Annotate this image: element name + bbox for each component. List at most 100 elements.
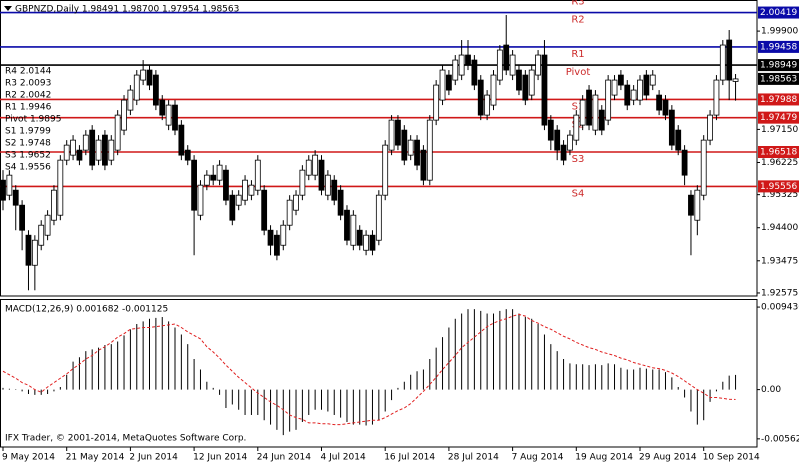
candle-body — [108, 139, 115, 161]
candle-body — [38, 224, 45, 246]
level-text: Pivot 1.9895 — [5, 115, 61, 125]
candle-body — [350, 214, 357, 246]
candle-body — [305, 159, 312, 176]
x-tick-label: 16 Jul 2014 — [384, 453, 435, 463]
level-price-box — [758, 180, 799, 193]
candle-body — [598, 109, 605, 131]
candle-body — [70, 139, 76, 156]
candle-body — [261, 189, 268, 231]
level-price-label: 1.96518 — [760, 148, 797, 158]
x-tick-label: 2 Jun 2014 — [129, 453, 178, 463]
y-tick-label: -0.005627 — [761, 434, 799, 444]
level-label: R2 — [571, 15, 584, 26]
candle-body — [414, 139, 420, 166]
candle-body — [700, 139, 707, 196]
candle-body — [586, 89, 592, 126]
level-price-box — [758, 93, 799, 106]
candle-body — [535, 54, 541, 76]
overlay: GBPNZD,Daily 1.98491 1.98700 1.97954 1.9… — [2, 5, 799, 463]
y-tick-label: 1.92575 — [761, 288, 798, 298]
main-panel — [0, 0, 758, 297]
candle-body — [121, 99, 127, 131]
candle-body — [496, 49, 503, 81]
x-tick-label: 4 Jul 2014 — [321, 453, 366, 463]
signal-line — [2, 313, 736, 426]
candle-body — [293, 194, 299, 211]
candle-body — [82, 134, 89, 151]
x-tick-label: 10 Sep 2014 — [703, 453, 760, 463]
level-price-label: 1.97479 — [760, 113, 797, 123]
candle-body — [433, 84, 440, 121]
y-tick-label: 1.93475 — [761, 256, 798, 266]
candle-body — [140, 69, 147, 81]
y-tick-label: 1.96225 — [761, 158, 798, 168]
candle-body — [503, 44, 510, 71]
candle-body — [713, 79, 720, 116]
candle-body — [89, 129, 96, 166]
candle-body — [324, 174, 331, 196]
candle-body — [560, 144, 567, 161]
x-tick-label: 21 May 2014 — [66, 453, 125, 463]
level-text: R4 2.0144 — [5, 67, 52, 77]
candle-body — [235, 194, 242, 206]
level-price-label: 1.97988 — [760, 95, 797, 105]
candle-body — [0, 179, 6, 201]
x-tick-label: 9 May 2014 — [2, 453, 55, 463]
candle-body — [465, 54, 471, 66]
candle-body — [522, 74, 529, 101]
candle-body — [382, 144, 389, 196]
candle-body — [420, 149, 427, 181]
level-price-label: 1.95556 — [760, 182, 797, 192]
level-label: S1 — [572, 101, 585, 112]
macd-panel — [0, 299, 758, 448]
candle-body — [331, 179, 338, 201]
x-tick-label: 12 Jun 2014 — [193, 453, 247, 463]
candle-body — [395, 119, 401, 146]
level-label: R1 — [571, 49, 584, 60]
candle-body — [242, 179, 248, 201]
candle-body — [471, 59, 478, 86]
candle-body — [216, 164, 223, 181]
candle-body — [337, 189, 344, 216]
candle-body — [637, 79, 643, 101]
candle-body — [197, 184, 204, 216]
candle-body — [477, 79, 484, 116]
candle-body — [656, 94, 663, 111]
candle-body — [31, 239, 38, 266]
candle-body — [114, 114, 121, 151]
candle-body — [25, 234, 32, 266]
candle-body — [57, 159, 64, 216]
candle-body — [611, 79, 618, 96]
candle-body — [662, 99, 669, 116]
candle-body — [649, 74, 656, 86]
candle-body — [688, 194, 694, 216]
level-price-label: 1.98949 — [760, 61, 797, 71]
candle-body — [6, 174, 13, 196]
level-label: Pivot — [566, 67, 591, 78]
level-text: S3 1.9652 — [5, 151, 51, 161]
candle-body — [624, 84, 631, 106]
level-price-box — [758, 59, 799, 72]
candle-body — [407, 139, 414, 156]
candle-body — [152, 74, 159, 106]
macd-title: MACD(12,26,9) 0.001682 -0.001125 — [5, 305, 168, 315]
candle-body — [12, 189, 19, 206]
level-text: R2 2.0042 — [5, 91, 51, 101]
level-text: R1 1.9946 — [5, 103, 52, 113]
candle-body — [554, 129, 561, 151]
candle-body — [426, 119, 433, 181]
candle-body — [172, 104, 178, 131]
candle-body — [375, 194, 382, 241]
candle-body — [254, 159, 261, 191]
candle-body — [719, 44, 726, 81]
candle-body — [516, 69, 522, 91]
candle-body — [19, 204, 26, 231]
candle-body — [592, 94, 599, 131]
main-plot: R3R2R1PivotS1S2S3S4 — [0, 0, 757, 291]
candle-body — [63, 144, 70, 161]
candle-body — [76, 149, 83, 161]
candle-body — [617, 74, 624, 86]
candle-body — [509, 54, 516, 76]
y-tick-label: 1.97150 — [761, 125, 798, 135]
level-price-label: 1.99458 — [760, 42, 797, 52]
